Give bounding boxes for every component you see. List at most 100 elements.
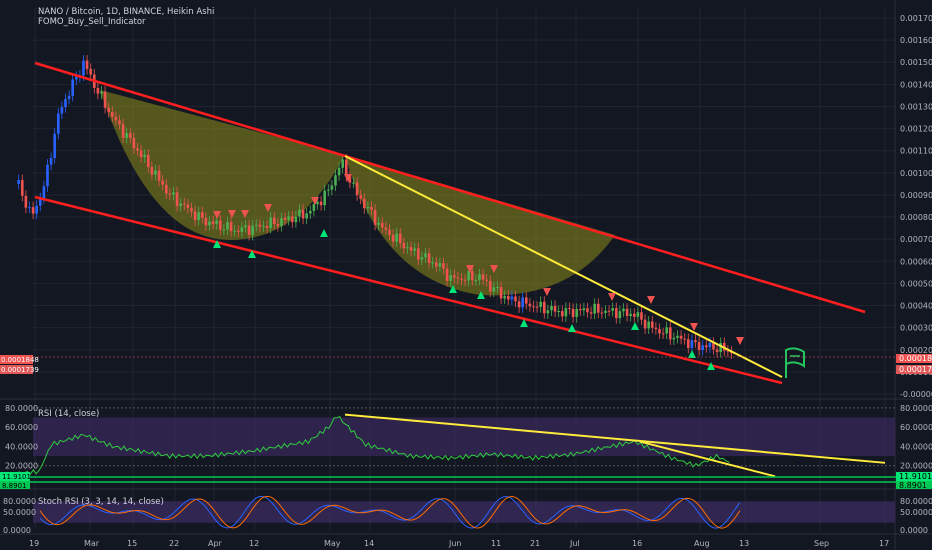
candle-body — [528, 303, 532, 307]
candle-body — [636, 312, 640, 317]
candle-body — [712, 342, 715, 350]
price-tick: 0.0003000 — [900, 324, 932, 333]
candle-body — [708, 342, 712, 348]
candle-body — [413, 248, 416, 251]
candle-body — [316, 201, 319, 205]
candle-body — [593, 303, 596, 314]
candle-body — [650, 321, 654, 328]
candle-body — [625, 308, 629, 316]
candle-body — [416, 248, 420, 260]
stoch-tick: 80.0000 — [900, 497, 932, 506]
candle-body — [658, 329, 661, 334]
buy-signal-icon — [213, 240, 221, 248]
candle-body — [377, 222, 380, 225]
time-tick: 21 — [530, 539, 540, 548]
candle-body — [305, 213, 308, 219]
candle-body — [409, 247, 413, 251]
buy-signal-icon — [688, 350, 696, 358]
candle-body — [582, 308, 586, 311]
price-tick: 0.0014000 — [900, 80, 932, 89]
candle-body — [294, 216, 298, 223]
candle-body — [478, 274, 481, 280]
stoch-tick: 50.0000 — [900, 508, 932, 517]
rsi-left-tag-text: 11.9101 — [2, 473, 31, 481]
candle-body — [442, 263, 445, 269]
rsi-tick-left: 60.0000 — [5, 423, 38, 432]
last-price-tag-text: 0.0001848 — [899, 354, 932, 363]
candle-body — [298, 209, 301, 217]
stoch-d-line — [39, 495, 741, 529]
candle-body — [154, 170, 157, 175]
rsi-trendline — [639, 440, 776, 478]
candle-body — [283, 218, 287, 220]
second-price-tag — [896, 365, 932, 374]
sell-signal-icon — [344, 174, 352, 182]
candle-body — [53, 133, 56, 159]
rsi-tick-left: 20.0000 — [5, 462, 38, 471]
candle-body — [308, 210, 312, 214]
stoch-k-line — [39, 495, 741, 529]
candle-body — [330, 185, 334, 190]
candle-body — [503, 296, 506, 299]
candle-body — [229, 222, 233, 232]
price-tick: 0.0002000 — [900, 346, 932, 355]
candle-body — [341, 159, 344, 168]
candle-body — [251, 225, 254, 235]
candle-body — [287, 216, 290, 220]
candle-body — [607, 310, 611, 312]
candle-body — [143, 154, 146, 158]
candle-body — [276, 223, 280, 227]
candle-body — [312, 204, 316, 211]
price-tick: 0.0007000 — [900, 235, 932, 244]
price-tick: 0.0015000 — [900, 58, 932, 67]
price-tick: 0.0008000 — [900, 213, 932, 222]
candle-body — [370, 207, 373, 210]
candle-body — [629, 313, 632, 316]
candle-body — [164, 184, 168, 194]
candle-body — [262, 225, 265, 227]
rsi-left-tag — [0, 481, 30, 489]
candle-body — [107, 107, 110, 112]
second-price-tag-text: 0.0001739 — [899, 365, 932, 374]
candle-body — [578, 308, 582, 311]
left-price-tag-text: 0.0001848 — [1, 356, 39, 364]
candle-body — [258, 224, 262, 227]
candle-body — [337, 167, 341, 176]
buy-signal-icon — [631, 322, 639, 330]
price-tick: 0.0017000 — [900, 14, 932, 23]
candle-body — [157, 170, 161, 181]
candle-body — [139, 150, 143, 158]
price-tick: 0.0004000 — [900, 302, 932, 311]
candle-body — [74, 76, 78, 80]
candle-body — [218, 220, 222, 230]
candle-body — [506, 296, 510, 300]
candle-body — [406, 247, 409, 249]
candle-body — [326, 189, 330, 191]
candle-body — [438, 263, 442, 267]
candle-body — [168, 193, 172, 195]
price-tick: 0.0016000 — [900, 36, 932, 45]
candle-body — [726, 350, 730, 352]
candle-body — [524, 297, 528, 304]
candle-body — [179, 203, 182, 207]
buy-signal-icon — [320, 229, 328, 237]
stoch-tick-left: 80.0000 — [3, 497, 36, 506]
candle-body — [514, 296, 517, 302]
time-tick: 11 — [491, 539, 501, 548]
candle-body — [517, 301, 521, 308]
time-tick: Aug — [694, 539, 710, 548]
candle-body — [604, 310, 607, 314]
candle-body — [460, 278, 463, 280]
candle-body — [614, 308, 618, 319]
flag-cloth — [785, 347, 805, 368]
candle-body — [647, 321, 650, 329]
candle-body — [496, 287, 499, 289]
candle-body — [622, 308, 625, 312]
candle-body — [118, 120, 121, 125]
price-tick: 0.0012000 — [900, 125, 932, 134]
candle-body — [686, 339, 690, 348]
candle-body — [575, 308, 578, 317]
candle-body — [172, 192, 175, 195]
last-price-tag — [896, 354, 932, 363]
